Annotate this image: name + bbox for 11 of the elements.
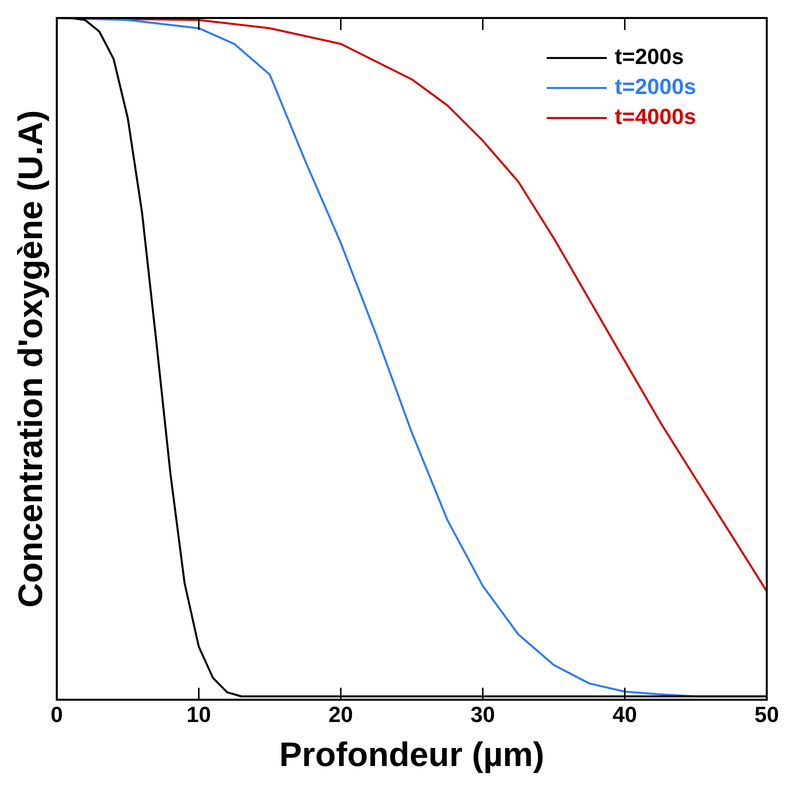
x-tick-label: 40 — [612, 702, 638, 728]
x-tick-label: 50 — [754, 702, 780, 728]
x-tick-label: 0 — [50, 702, 63, 728]
legend-label: t=2000s — [614, 74, 696, 100]
x-tick-label: 10 — [186, 702, 212, 728]
x-tick-label: 20 — [328, 702, 354, 728]
y-axis-title: Concentration d'oxygène (U.A) — [12, 110, 50, 608]
x-tick-label: 30 — [470, 702, 496, 728]
x-axis-title: Profondeur (µm) — [279, 736, 544, 774]
legend-label: t=200s — [614, 44, 684, 70]
legend-label: t=4000s — [614, 104, 696, 130]
